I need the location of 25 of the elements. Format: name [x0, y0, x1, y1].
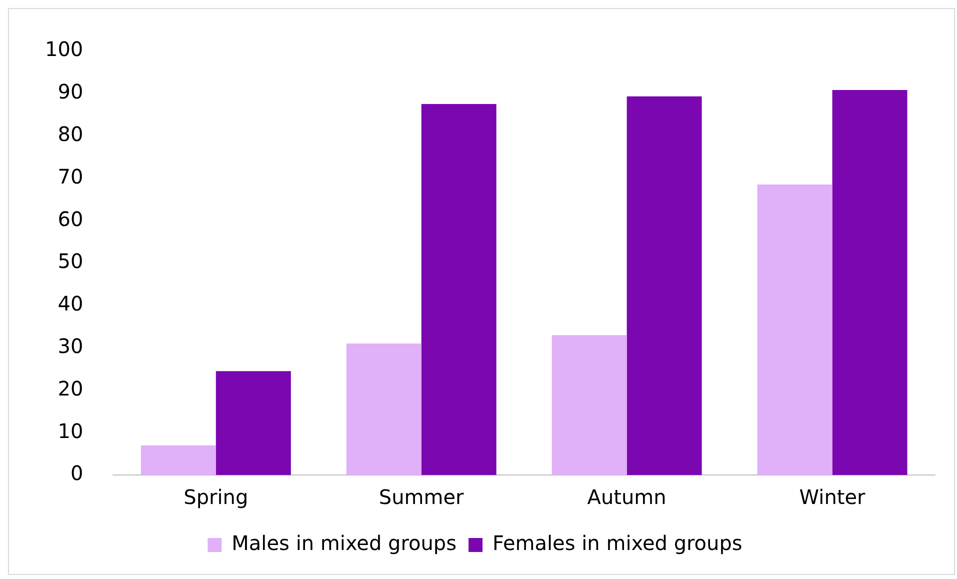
bar [626, 96, 702, 475]
legend-label: Females in mixed groups [492, 531, 742, 556]
bar [346, 344, 422, 475]
y-tick-label: 90 [58, 80, 84, 104]
x-tick-label: Summer [378, 485, 465, 510]
y-tick-label: 40 [58, 292, 84, 316]
bar [832, 90, 908, 475]
y-tick-label: 30 [58, 334, 84, 358]
bar [552, 335, 627, 475]
bar [140, 445, 216, 475]
y-tick-label: 80 [58, 122, 84, 146]
y-tick-label: 70 [58, 164, 84, 188]
y-tick-label: 20 [58, 376, 84, 400]
y-tick-label: 100 [44, 37, 84, 62]
bar [757, 184, 832, 475]
x-tick-label: Spring [184, 485, 248, 510]
legend-label: Males in mixed groups [232, 531, 457, 556]
y-tick-label: 10 [58, 418, 84, 443]
bar [421, 104, 496, 475]
y-tick-label: 60 [58, 206, 84, 231]
y-tick-label: 50 [58, 249, 84, 274]
x-tick-label: Autumn [587, 485, 666, 510]
bar [216, 371, 291, 475]
x-tick-label: Winter [799, 485, 866, 510]
y-tick-label: 0 [70, 461, 84, 486]
